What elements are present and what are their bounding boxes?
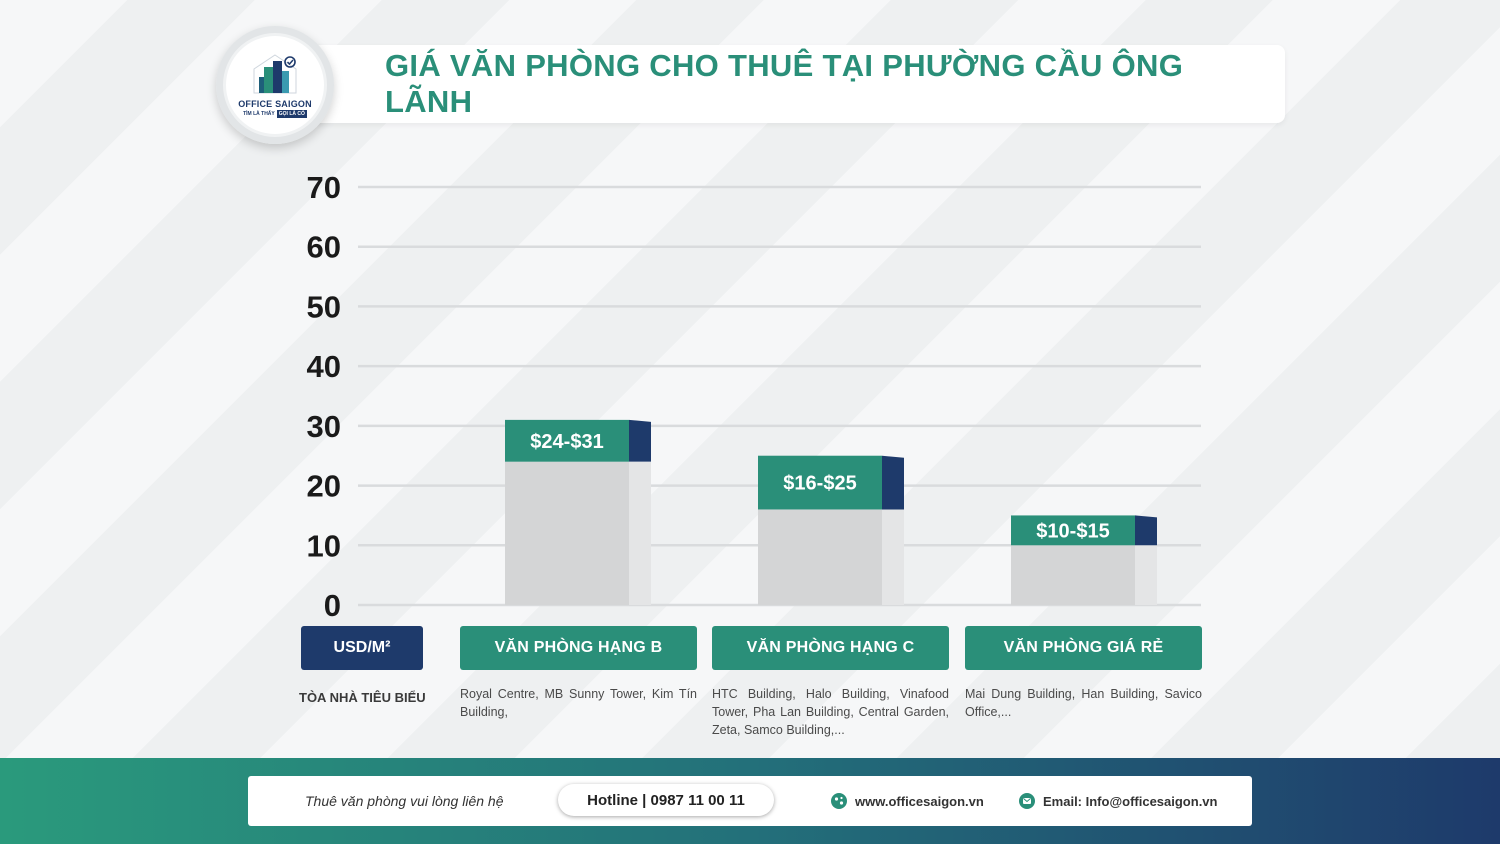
website-link[interactable]: www.officesaigon.vn	[831, 776, 984, 826]
bar-data-label-2: $10-$15	[1036, 520, 1109, 542]
logo-tagline-b: GỌI LÀ CÓ	[276, 109, 307, 118]
category-label-gia-re: VĂN PHÒNG GIÁ RẺ	[965, 626, 1202, 670]
category-label-hang-c: VĂN PHÒNG HẠNG C	[712, 626, 949, 670]
bar-data-label-0: $24-$31	[530, 431, 603, 453]
contact-card: Thuê văn phòng vui lòng liên hệ Hotline …	[248, 776, 1252, 826]
email-text: Email: Info@officesaigon.vn	[1043, 793, 1218, 809]
logo-tagline: TÌM LÀ THẤY GỌI LÀ CÓ	[243, 109, 307, 118]
y-tick-label-10: 10	[307, 528, 341, 563]
y-tick-label-40: 40	[307, 349, 341, 384]
contact-note: Thuê văn phòng vui lòng liên hệ	[305, 793, 504, 809]
bar-base-side-1	[882, 509, 904, 605]
building-icon	[253, 53, 297, 93]
buildings-gia-re: Mai Dung Building, Han Building, Savico …	[965, 687, 1202, 719]
logo-badge[interactable]: OFFICE SAIGON TÌM LÀ THẤY GỌI LÀ CÓ	[216, 26, 334, 144]
globe-icon	[831, 793, 847, 809]
mail-icon	[1019, 793, 1035, 809]
bar-base-0	[505, 461, 629, 605]
buildings-hang-c: HTC Building, Halo Building, Vinafood To…	[712, 687, 949, 737]
category-label-hang-b: VĂN PHÒNG HẠNG B	[460, 626, 697, 670]
bar-range-2	[1011, 515, 1135, 546]
bar-base-side-2	[1135, 545, 1157, 605]
footer: Thuê văn phòng vui lòng liên hệ Hotline …	[0, 758, 1500, 844]
logo-brand: OFFICE SAIGON	[238, 98, 312, 109]
bar-range-side-2	[1135, 515, 1157, 546]
logo: OFFICE SAIGON TÌM LÀ THẤY GỌI LÀ CÓ	[226, 36, 324, 134]
bar-base-2	[1011, 545, 1135, 605]
y-unit-label: USD/M²	[301, 626, 423, 670]
bar-range-side-0	[629, 419, 651, 462]
email-link[interactable]: Email: Info@officesaigon.vn	[1019, 776, 1217, 826]
y-tick-label-50: 50	[307, 289, 341, 324]
website-text: www.officesaigon.vn	[855, 793, 984, 809]
hotline-button[interactable]: Hotline | 0987 11 00 11	[558, 784, 774, 816]
bar-range-side-1	[882, 455, 904, 510]
bar-range-1	[758, 455, 882, 510]
y-tick-label-60: 60	[307, 230, 341, 265]
bar-base-side-0	[629, 461, 651, 605]
bar-range-0	[505, 419, 629, 462]
bar-base-1	[758, 509, 882, 605]
y-tick-label-70: 70	[307, 170, 341, 205]
buildings-row-label: TÒA NHÀ TIÊU BIỂU	[299, 690, 426, 705]
y-tick-label-30: 30	[307, 409, 341, 444]
bar-chart: 0 10 20 30 40 50 60 70 $24-$31 $16-$25 $10-$15	[307, 170, 1201, 620]
title-bar: GIÁ VĂN PHÒNG CHO THUÊ TẠI PHƯỜNG CẦU ÔN…	[300, 45, 1285, 123]
logo-tagline-a: TÌM LÀ THẤY	[243, 110, 275, 117]
y-tick-label-20: 20	[307, 469, 341, 504]
bar-data-label-1: $16-$25	[783, 473, 856, 495]
y-tick-label-0: 0	[324, 588, 341, 620]
buildings-hang-b: Royal Centre, MB Sunny Tower, Kim Tín Bu…	[460, 687, 697, 719]
page-title: GIÁ VĂN PHÒNG CHO THUÊ TẠI PHƯỜNG CẦU ÔN…	[385, 48, 1184, 119]
